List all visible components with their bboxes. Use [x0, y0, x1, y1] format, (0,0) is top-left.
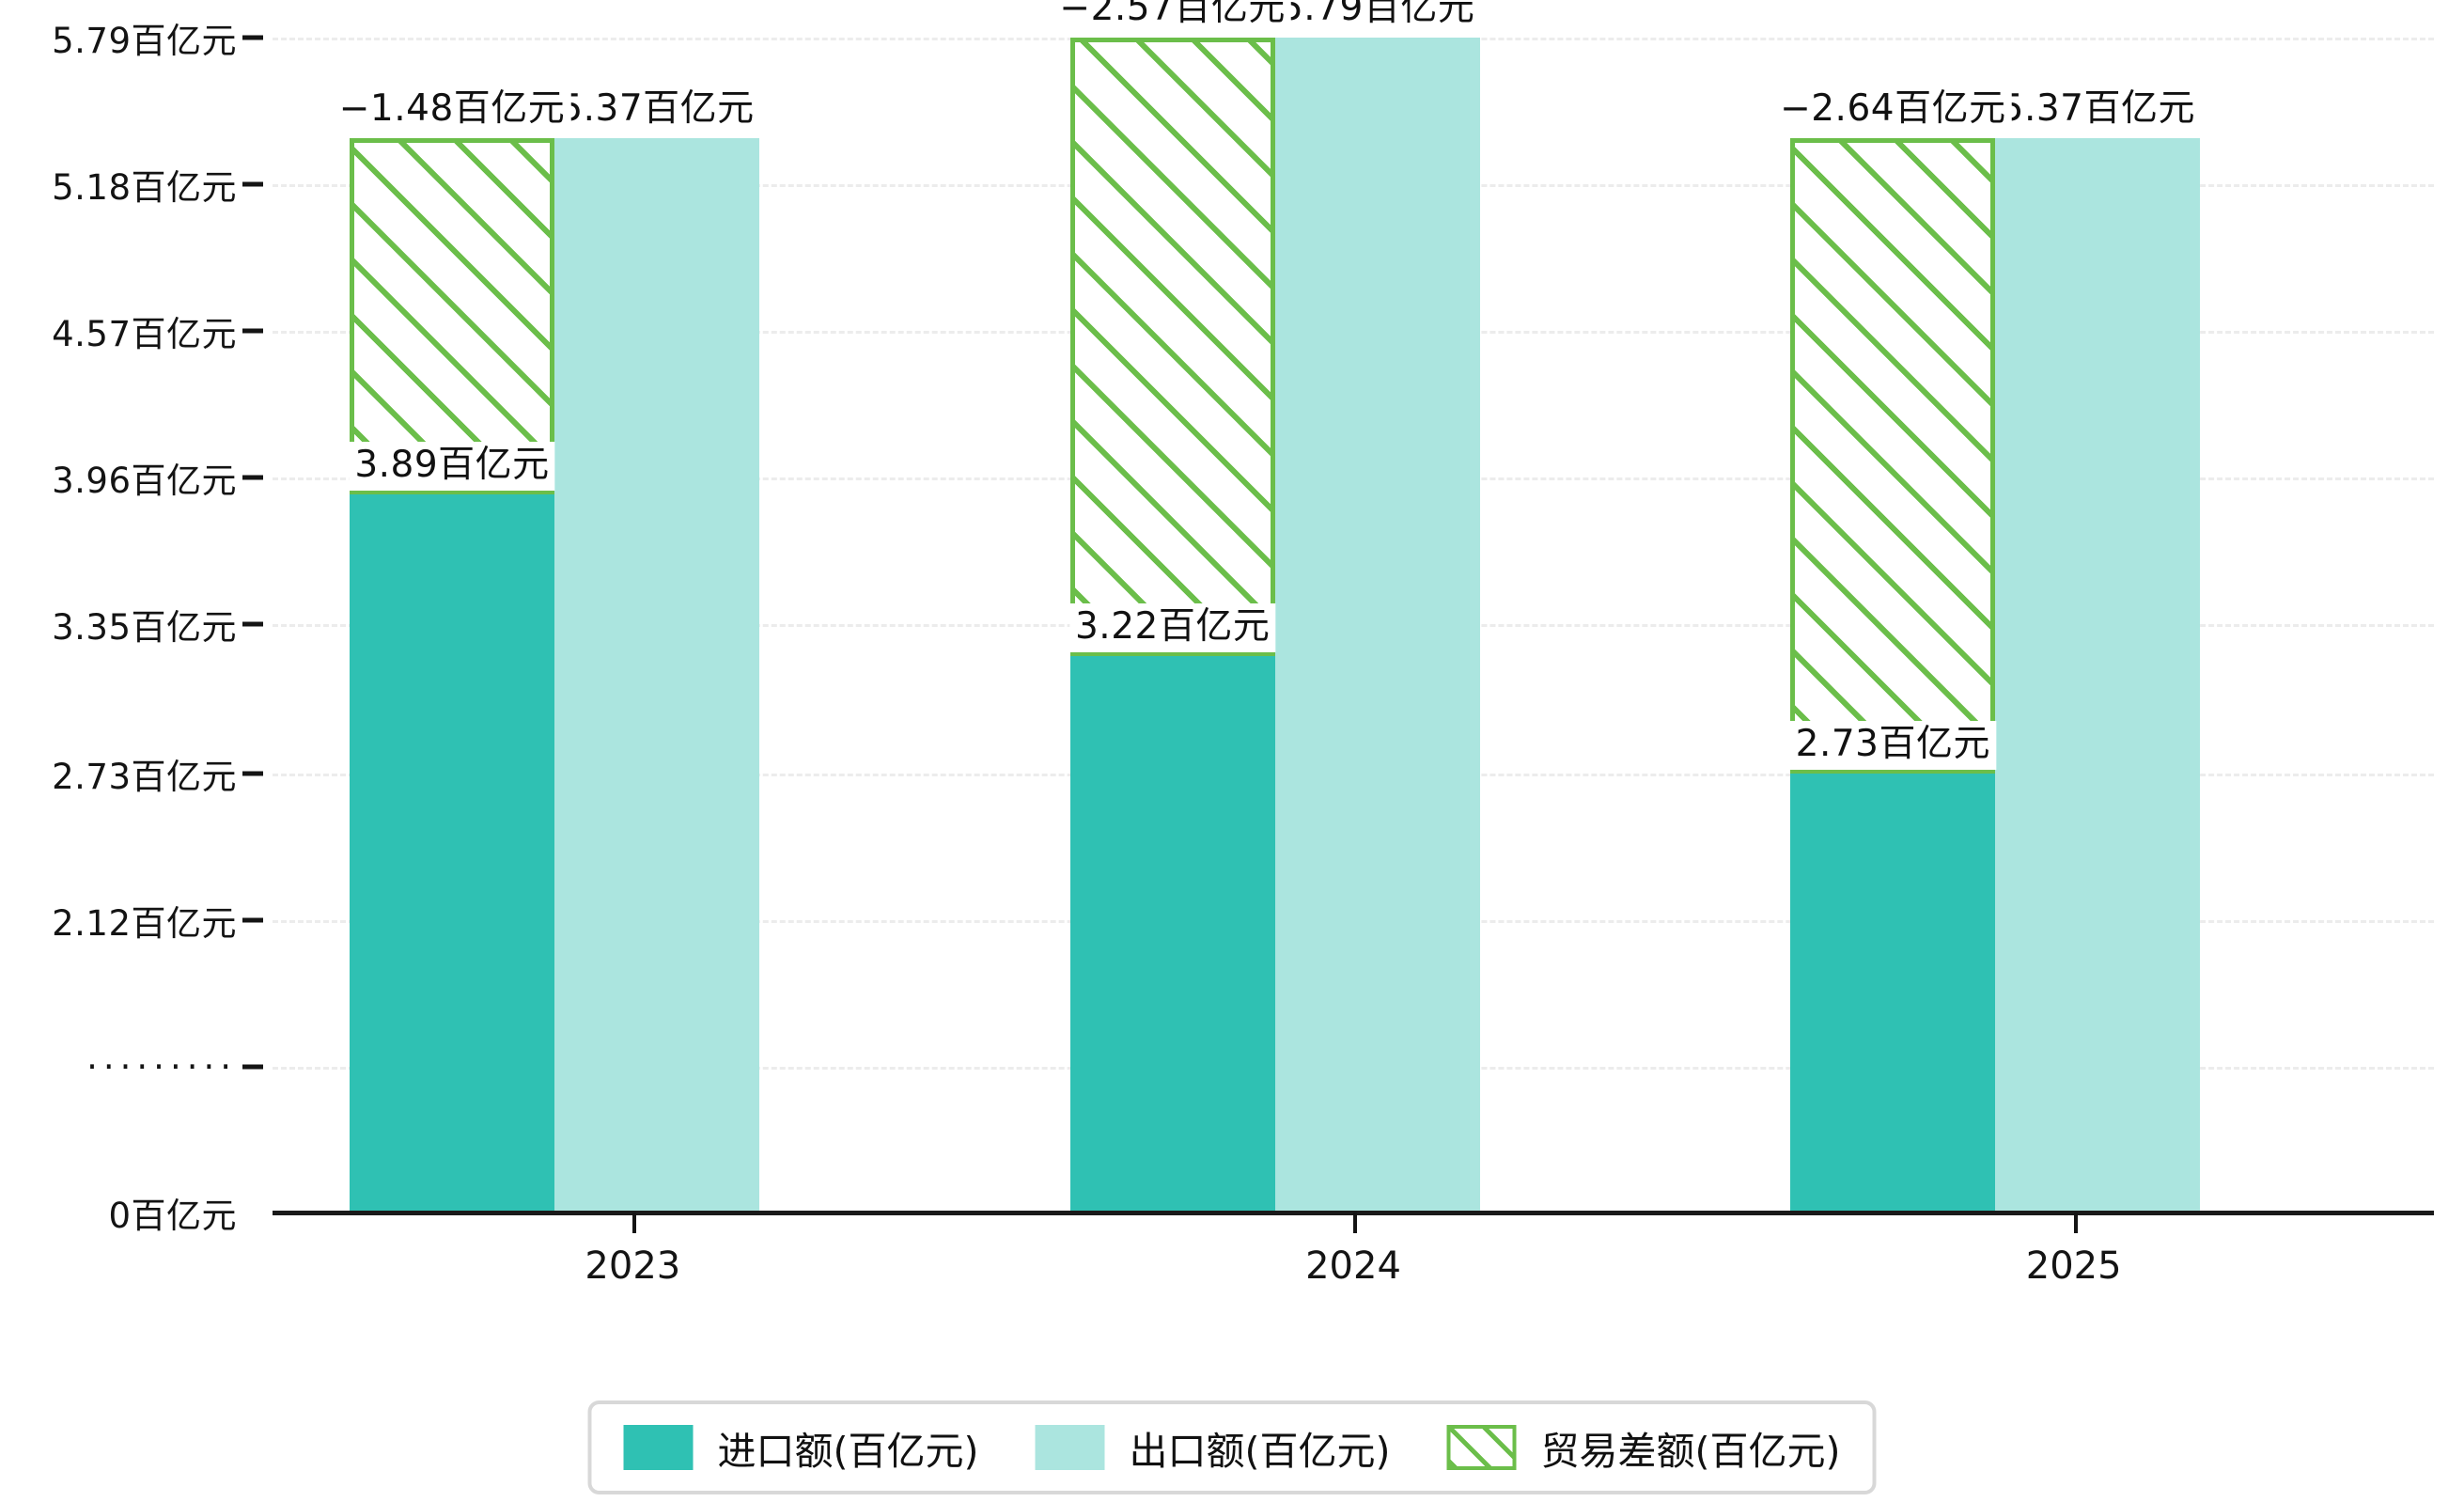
- legend-swatch-import-icon: [623, 1425, 694, 1470]
- bar-trade-balance[interactable]: [1069, 38, 1275, 656]
- value-label-export: 5.79百亿元: [1273, 0, 1481, 34]
- bar-export[interactable]: [1995, 138, 2201, 1213]
- bar-import[interactable]: [350, 494, 554, 1213]
- y-axis-tick-mark: [242, 917, 263, 923]
- y-axis-tick-label: 3.96百亿元: [52, 461, 237, 502]
- y-axis: 5.79百亿元 5.18百亿元 4.57百亿元 3.96百亿元 3.35百亿元 2.73百…: [0, 0, 263, 1502]
- y-axis-tick-label: ·········: [86, 1046, 237, 1087]
- y-axis-tick-mark: [242, 35, 263, 40]
- bar-trade-balance[interactable]: [1790, 138, 1996, 774]
- value-label-export: 5.37百亿元: [554, 86, 760, 135]
- y-axis-tick-label: 2.73百亿元: [52, 756, 237, 797]
- bar-import[interactable]: [1790, 773, 1996, 1213]
- legend-label: 贸易差额(百亿元): [1540, 1429, 1841, 1474]
- y-axis-tick-label: 5.18百亿元: [52, 167, 237, 209]
- value-label-trade-balance: −1.48百亿元: [333, 86, 571, 135]
- legend-item-export[interactable]: 出口额(百亿元): [1035, 1419, 1391, 1476]
- legend-swatch-export-icon: [1035, 1425, 1105, 1470]
- legend-item-diff[interactable]: 贸易差额(百亿元): [1446, 1419, 1841, 1476]
- y-axis-tick-label: 4.57百亿元: [52, 314, 237, 355]
- value-label-import: 3.89百亿元: [349, 442, 555, 492]
- x-axis-tick-mark: [632, 1213, 637, 1233]
- y-axis-tick-label: 3.35百亿元: [52, 607, 237, 649]
- x-axis-tick-mark: [2073, 1213, 2078, 1233]
- x-axis-tick-mark: [1353, 1213, 1357, 1233]
- bar-trade-balance[interactable]: [350, 138, 554, 495]
- chart-legend: 进口额(百亿元) 出口额(百亿元) 贸易差额(百亿元): [587, 1400, 1877, 1494]
- legend-item-import[interactable]: 进口额(百亿元): [623, 1419, 979, 1476]
- bar-import[interactable]: [1069, 655, 1275, 1213]
- y-axis-tick-label: 5.79百亿元: [52, 21, 237, 61]
- y-axis-tick-mark: [242, 621, 263, 627]
- value-label-export: 5.37百亿元: [1994, 86, 2201, 135]
- value-label-import: 2.73百亿元: [1789, 720, 1996, 770]
- value-label-trade-balance: −2.64百亿元: [1774, 86, 2012, 135]
- bar-export[interactable]: [554, 138, 759, 1213]
- value-label-import: 3.22百亿元: [1068, 602, 1276, 652]
- y-axis-tick-mark: [242, 771, 263, 776]
- y-axis-tick-mark: [242, 475, 263, 480]
- x-axis-tick-label: 2024: [1305, 1244, 1401, 1288]
- bar-export[interactable]: [1274, 38, 1480, 1213]
- x-axis-tick-label: 2025: [2025, 1244, 2122, 1288]
- y-axis-tick-label: 0百亿元: [108, 1196, 237, 1236]
- legend-swatch-diff-icon: [1446, 1425, 1517, 1470]
- y-axis-tick-mark: [242, 1064, 263, 1070]
- x-axis-tick-label: 2023: [585, 1244, 681, 1288]
- value-label-trade-balance: −2.57百亿元: [1053, 0, 1291, 34]
- y-axis-tick-mark: [242, 328, 263, 334]
- legend-label: 出口额(百亿元): [1129, 1429, 1391, 1474]
- y-axis-tick-label: 2.12百亿元: [52, 902, 237, 944]
- y-axis-tick-mark: [242, 181, 263, 187]
- legend-label: 进口额(百亿元): [717, 1429, 979, 1474]
